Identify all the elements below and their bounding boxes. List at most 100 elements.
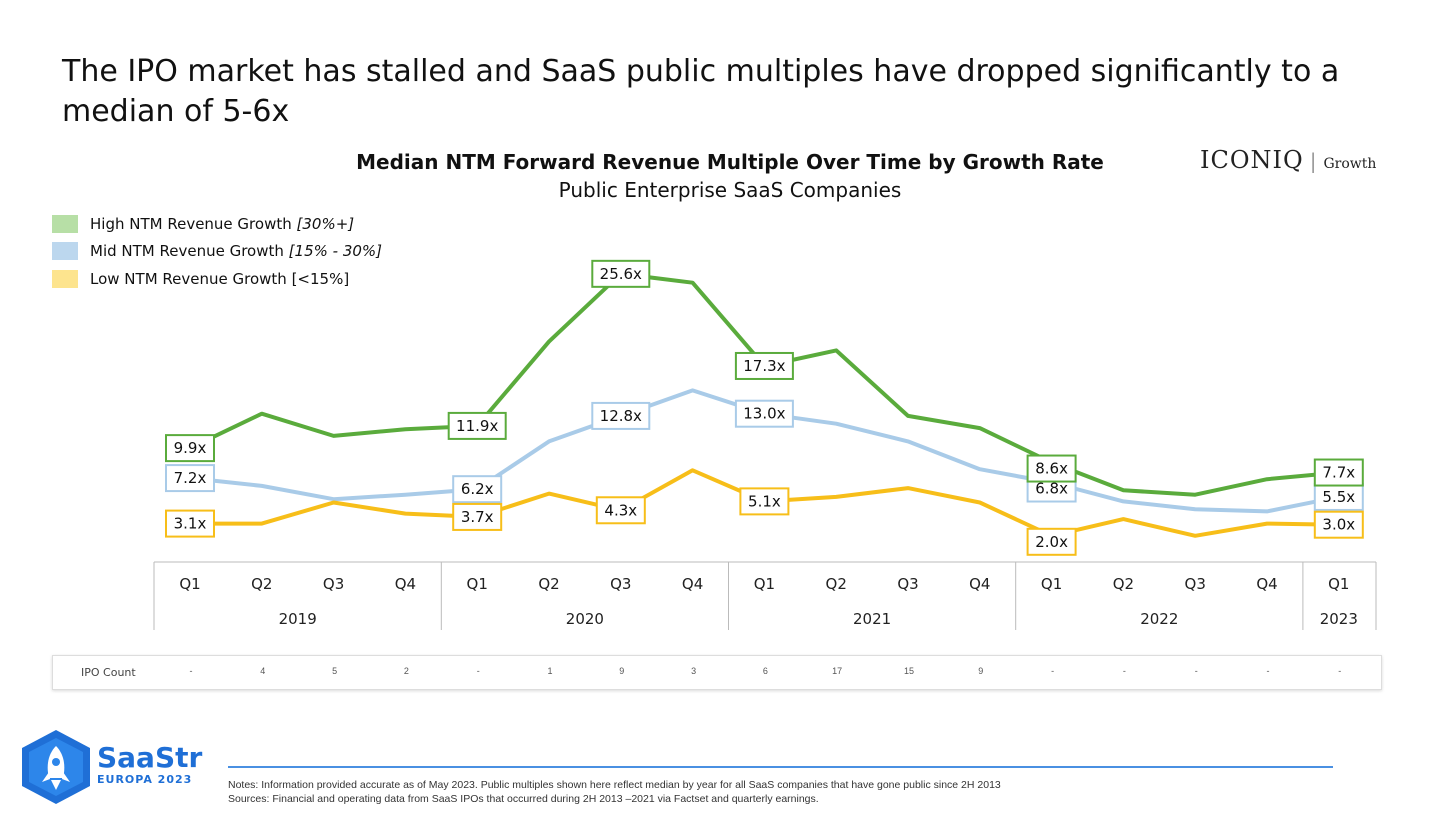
- saastr-wordmark: SaaStr: [97, 741, 203, 774]
- data-label: 5.1x: [748, 492, 781, 510]
- ipo-count-value: -: [1194, 666, 1198, 676]
- ipo-count-value: 3: [691, 666, 697, 676]
- data-label-box: [591, 401, 651, 430]
- headline: The IPO market has stalled and SaaS publ…: [62, 54, 1340, 129]
- data-label-box: [447, 411, 507, 440]
- ipo-count-row: IPO Count - 4 5 2 - 1 9 3 6 17 15 9 - - - - -: [52, 655, 1382, 690]
- brand-name: ICONIQ: [1200, 146, 1304, 174]
- legend-swatch: [52, 242, 78, 261]
- x-tick-label: Q3: [897, 575, 918, 593]
- ipo-count-value: 2: [403, 666, 409, 676]
- x-tick-label: Q2: [251, 575, 272, 593]
- brand-sub: Growth: [1323, 156, 1377, 172]
- data-label-box: [1313, 458, 1364, 487]
- x-tick-label: Q3: [1185, 575, 1206, 593]
- data-label-box: [165, 434, 215, 463]
- ipo-count-value: -: [1051, 666, 1055, 676]
- x-tick-label: Q1: [1041, 575, 1062, 593]
- ipo-count-value: 15: [903, 666, 914, 676]
- x-tick-label: Q4: [395, 575, 416, 593]
- data-label-box: [165, 509, 215, 538]
- year-label: 2022: [1140, 610, 1178, 628]
- ipo-count-value: -: [1122, 666, 1126, 676]
- year-label: 2020: [566, 610, 604, 628]
- data-label-box: [452, 475, 503, 504]
- legend-item-high: High NTM Revenue Growth [30%+]: [52, 210, 382, 238]
- data-label-box: [595, 496, 646, 525]
- legend-label: Mid NTM Revenue GrowthLow NTM Revenue Gr…: [90, 269, 350, 288]
- iconiq-logo: ICONIQ | Growth: [1200, 146, 1376, 174]
- data-label: 6.8x: [1035, 480, 1068, 498]
- data-label: 13.0x: [743, 405, 785, 423]
- data-label-box: [739, 487, 790, 516]
- data-label-box: [1026, 454, 1077, 483]
- ipo-count-value: 4: [260, 666, 266, 676]
- year-label: 2023: [1320, 610, 1358, 628]
- x-tick-label: Q1: [179, 575, 200, 593]
- legend-swatch: [52, 269, 78, 288]
- data-label: 7.2x: [174, 469, 207, 487]
- x-tick-label: Q3: [610, 575, 631, 593]
- note-line: Notes: Information provided accurate as …: [228, 779, 1001, 791]
- legend-swatch: [52, 214, 78, 233]
- ipo-count-label: IPO Count: [81, 666, 136, 679]
- legend: High NTM Revenue Growth [30%+] Mid NTM R…: [52, 210, 382, 293]
- line-chart: Q1 Q2 Q3 Q4 Q1 Q2 Q3 Q4 Q1 Q2 Q3 Q4 Q1 Q2 Q3 Q4 Q1 2019 20…: [153, 259, 1377, 630]
- data-label: 3.7x: [461, 508, 494, 526]
- data-label-box: [452, 502, 503, 531]
- ipo-count-value: 6: [762, 666, 768, 676]
- saastr-rocket-icon: [22, 730, 90, 804]
- x-tick-label: Q1: [1328, 575, 1349, 593]
- data-label: 17.3x: [743, 357, 785, 375]
- data-label: 9.9x: [174, 439, 207, 457]
- ipo-count-value: -: [476, 666, 480, 676]
- x-tick-label: Q4: [682, 575, 703, 593]
- year-label: 2019: [279, 610, 317, 628]
- brand-separator: |: [1309, 149, 1318, 173]
- x-tick-label: Q4: [969, 575, 990, 593]
- legend-item-mid: Mid NTM Revenue Growth [15% - 30%]: [52, 238, 382, 266]
- data-label: 12.8x: [600, 407, 642, 425]
- note-line: Sources: Financial and operating data fr…: [228, 793, 819, 805]
- data-label: 25.6x: [600, 265, 642, 283]
- legend-label: Mid NTM Revenue Growth [15% - 30%]: [90, 242, 383, 261]
- x-tick-label: Q1: [754, 575, 775, 593]
- x-tick-label: Q1: [467, 575, 488, 593]
- data-label: 8.6x: [1035, 460, 1068, 478]
- data-label-box: [165, 464, 215, 493]
- data-label: 4.3x: [604, 501, 637, 519]
- data-label: 3.1x: [174, 515, 207, 533]
- ipo-count-value: 1: [547, 666, 553, 676]
- data-label: 2.0x: [1035, 533, 1068, 551]
- ipo-count-value: 9: [978, 666, 984, 676]
- ipo-count-value: -: [1338, 666, 1342, 676]
- data-label-box: [591, 259, 651, 288]
- x-tick-label: Q3: [323, 575, 344, 593]
- data-label-box: [1313, 510, 1364, 539]
- footnotes: Notes: Information provided accurate as …: [228, 778, 1001, 806]
- data-label: 5.5x: [1322, 488, 1355, 506]
- x-tick-label: Q4: [1256, 575, 1277, 593]
- data-label: 6.2x: [461, 480, 494, 498]
- ipo-count-value: 9: [619, 666, 625, 676]
- data-label-box: [1026, 527, 1077, 556]
- chart-subtitle: Public Enterprise SaaS Companies: [558, 178, 902, 202]
- data-label: 11.9x: [456, 417, 498, 435]
- data-label: 7.7x: [1322, 464, 1355, 482]
- data-label-box: [734, 351, 794, 380]
- event-name: EUROPA 2023: [97, 773, 193, 786]
- legend-item-low: Mid NTM Revenue GrowthLow NTM Revenue Gr…: [52, 265, 382, 293]
- ipo-count-value: 5: [332, 666, 338, 676]
- x-tick-label: Q2: [826, 575, 847, 593]
- legend-label: High NTM Revenue Growth [30%+]: [90, 214, 355, 233]
- ipo-count-value: -: [1266, 666, 1270, 676]
- ipo-count-value: 17: [832, 666, 843, 676]
- footer-divider: [228, 766, 1333, 768]
- chart-title: Median NTM Forward Revenue Multiple Over…: [356, 150, 1104, 174]
- ipo-count-value: -: [189, 666, 193, 676]
- series-line: [189, 271, 1339, 497]
- data-label: 3.0x: [1322, 516, 1355, 534]
- x-tick-label: Q2: [538, 575, 559, 593]
- year-label: 2021: [853, 610, 891, 628]
- data-label-box: [734, 399, 794, 428]
